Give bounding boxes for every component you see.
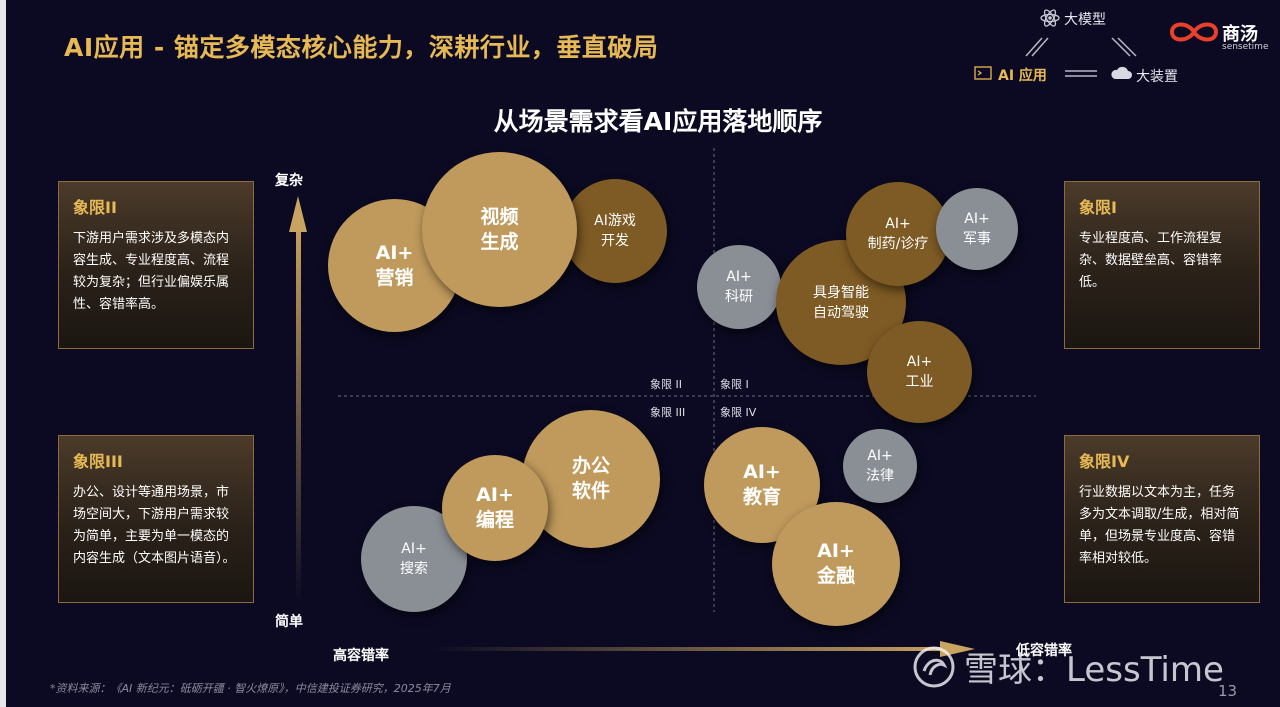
quadrant-1-title: 象限I <box>1079 198 1117 217</box>
brand-diagram: 大模型 AI 应用 大装置 <box>970 4 1220 94</box>
diagram-subtitle: 从场景需求看AI应用落地顺序 <box>493 107 823 136</box>
bubble-ai-coding-label: AI+ 编程 <box>475 484 514 531</box>
quadrant-4-desc: 行业数据以文本为主，任务多为文本调取/生成，相对简单，但场景专业度高、容错率相对… <box>1079 485 1240 566</box>
x-axis-left-label: 高容错率 <box>333 648 389 664</box>
brand-subname: sensetime <box>1222 42 1269 52</box>
bubble-ai-law-label: AI+ 法律 <box>866 448 894 484</box>
bubble-ai-finance: AI+ 金融 <box>772 502 900 626</box>
quadrant-3-box: 象限III 办公、设计等通用场景，市场空间大，下游用户需求较为简单，主要为单一模… <box>58 435 254 603</box>
quadrant-label-3: 象限 III <box>650 406 686 419</box>
bubble-video-generation-label: 视频 生成 <box>480 205 519 253</box>
x-axis-bar <box>430 647 950 651</box>
bubble-ai-marketing-label: AI+ 营销 <box>375 241 414 289</box>
left-edge-strip <box>0 0 6 707</box>
x-axis-right-label: 低容错率 <box>1016 643 1072 659</box>
bubble-ai-education-label: AI+ 教育 <box>742 461 781 508</box>
snowball-icon <box>913 646 955 687</box>
quadrant-4-box: 象限IV 行业数据以文本为主，任务多为文本调取/生成，相对简单，但场景专业度高、… <box>1064 435 1260 603</box>
bubble-ai-pharma: AI+ 制药/诊疗 <box>846 182 950 286</box>
bubble-office-software-label: 办公 软件 <box>571 455 610 502</box>
quadrant-label-1: 象限 I <box>720 378 749 391</box>
watermark: 雪球：LessTime <box>912 642 1224 691</box>
bubble-ai-game-dev: AI游戏 开发 <box>563 179 667 283</box>
bubble-ai-pharma-label: AI+ 制药/诊疗 <box>867 216 929 252</box>
quadrant-3-title: 象限III <box>73 452 123 471</box>
atom-icon <box>1040 9 1060 27</box>
quadrant-label-4: 象限 IV <box>720 406 757 419</box>
bubble-ai-research: AI+ 科研 <box>697 245 781 329</box>
bubble-ai-search: AI+ 搜索 <box>361 506 467 612</box>
bubble-ai-law: AI+ 法律 <box>843 429 917 503</box>
bubble-video-generation: 视频 生成 <box>422 152 577 307</box>
quadrant-2-box: 象限II 下游用户需求涉及多模态内容生成、专业程度高、流程较为复杂；但行业偏娱乐… <box>58 181 254 349</box>
bubble-ai-military: AI+ 军事 <box>936 188 1018 270</box>
quadrant-4-title: 象限IV <box>1079 452 1130 471</box>
watermark-text: 雪球：LessTime <box>964 650 1224 690</box>
y-axis-bar <box>296 222 301 602</box>
bubble-ai-coding: AI+ 编程 <box>442 455 548 561</box>
diagram-connector-lines <box>1025 37 1137 77</box>
page-number: 13 <box>1218 682 1238 700</box>
bubble-ai-finance-label: AI+ 金融 <box>816 540 855 587</box>
quadrant-2-title: 象限II <box>73 198 117 217</box>
bubble-ai-research-label: AI+ 科研 <box>725 269 753 305</box>
y-axis-arrowhead <box>289 196 307 232</box>
y-axis-top-label: 复杂 <box>275 173 303 189</box>
quadrant-3-desc: 办公、设计等通用场景，市场空间大，下游用户需求较为简单，主要为单一模态的内容生成… <box>73 485 236 566</box>
y-axis-bottom-label: 简单 <box>275 614 303 630</box>
bubble-embodied-autodrive-label: 具身智能 自动驾驶 <box>813 284 869 321</box>
diagram-top-label: 大模型 <box>1064 12 1106 28</box>
quadrant-1-box: 象限I 专业程度高、工作流程复杂、数据壁垒高、容错率低。 <box>1064 181 1260 349</box>
slide-title: AI应用 - 锚定多模态核心能力，深耕行业，垂直破局 <box>64 33 659 62</box>
quadrant-1-desc: 专业程度高、工作流程复杂、数据壁垒高、容错率低。 <box>1079 231 1223 290</box>
source-note: *资料来源：《AI 新纪元：砥砺开疆 · 智火燎原》，中信建投证券研究，2025… <box>50 682 451 695</box>
bubble-ai-industry-label: AI+ 工业 <box>905 354 934 390</box>
bubble-ai-military-label: AI+ 军事 <box>963 211 991 247</box>
brand-name: 商汤 <box>1222 24 1258 45</box>
quadrant-label-2: 象限 II <box>650 378 682 391</box>
terminal-icon <box>974 66 992 80</box>
quadrant-2-desc: 下游用户需求涉及多模态内容生成、专业程度高、流程较为复杂；但行业偏娱乐属性、容错… <box>73 231 230 312</box>
bubble-ai-industry: AI+ 工业 <box>867 321 972 423</box>
sensetime-logo-icon <box>1169 22 1219 42</box>
cloud-icon <box>1111 66 1132 79</box>
bubble-ai-search-label: AI+ 搜索 <box>400 541 428 577</box>
diagram-right-label: 大装置 <box>1136 69 1178 85</box>
diagram-left-label: AI 应用 <box>998 68 1047 84</box>
bubble-ai-game-dev-label: AI游戏 开发 <box>594 213 636 249</box>
